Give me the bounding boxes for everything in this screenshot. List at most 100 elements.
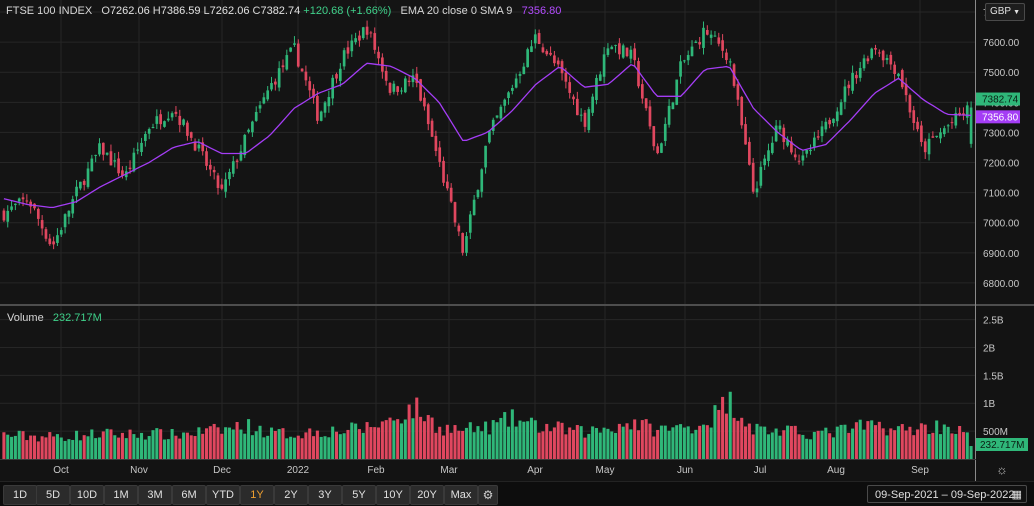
volume-tick-label: 1B (983, 399, 996, 410)
candle-body (346, 47, 350, 54)
candle-body (602, 54, 606, 77)
volume-bar (13, 435, 17, 459)
range-button-5y[interactable]: 5Y (342, 485, 376, 505)
chart-legend: FTSE 100 INDEX O7262.06 H7386.59 L7262.0… (6, 5, 561, 17)
candle-body (660, 143, 663, 153)
volume-bar (533, 420, 537, 459)
range-button-1d[interactable]: 1D (3, 485, 37, 505)
volume-bar (950, 433, 954, 459)
date-range-text: 09-Sep-2021 – 09-Sep-2022 (875, 489, 1015, 501)
range-button-10y[interactable]: 10Y (376, 485, 410, 505)
volume-bar (636, 430, 641, 459)
candle-body (610, 46, 614, 50)
volume-bar (289, 436, 293, 459)
range-button-1y[interactable]: 1Y (240, 485, 274, 505)
volume-bar (847, 432, 851, 459)
volume-bar (216, 427, 220, 459)
price-tag-box (976, 110, 1020, 124)
candle-body (14, 203, 17, 205)
theme-toggle-icon[interactable]: ☼ (996, 462, 1008, 477)
candle-body (430, 120, 434, 137)
candle-body (258, 105, 262, 109)
range-button-3y[interactable]: 3Y (308, 485, 342, 505)
volume-bar (331, 426, 335, 459)
volume-bar (312, 436, 316, 459)
volume-bar (782, 430, 786, 459)
legend-close-label: C (252, 5, 261, 17)
volume-bar (961, 432, 965, 459)
candle-body (690, 46, 694, 57)
candle-body (151, 126, 155, 128)
range-button-max[interactable]: Max (444, 485, 478, 505)
candle-body (717, 37, 721, 44)
candle-body (411, 75, 415, 83)
candle-body (365, 26, 369, 35)
volume-bar (644, 419, 648, 459)
volume-bar (239, 429, 243, 459)
volume-bar (285, 438, 289, 459)
candle-body (350, 40, 354, 52)
volume-bar (281, 428, 285, 459)
volume-bar (686, 426, 690, 459)
volume-bar (243, 433, 247, 459)
range-button-5d[interactable]: 5D (36, 485, 70, 505)
range-button-3m[interactable]: 3M (138, 485, 172, 505)
candle-body (174, 111, 178, 114)
volume-bar (140, 432, 144, 459)
volume-bar (464, 427, 469, 459)
candle-body (438, 147, 442, 162)
volume-bar (113, 435, 117, 459)
candle-body (128, 167, 132, 170)
candle-body (484, 145, 487, 168)
range-button-6m[interactable]: 6M (172, 485, 206, 505)
candle-body (121, 170, 124, 176)
range-button-10d[interactable]: 10D (70, 485, 104, 505)
candle-body (308, 81, 312, 91)
candle-body (946, 125, 950, 127)
candle-body (663, 123, 667, 141)
candle-body (621, 45, 625, 58)
candle-body (136, 149, 140, 151)
volume-bar (48, 432, 52, 459)
candle-body (759, 166, 763, 186)
candle-body (965, 105, 969, 118)
volume-bar (927, 434, 931, 459)
candle-body (29, 201, 33, 207)
range-button-1m[interactable]: 1M (104, 485, 138, 505)
volume-bar (671, 427, 675, 459)
volume-bar (728, 391, 732, 459)
candle-body (786, 139, 789, 146)
volume-bar (254, 431, 258, 459)
range-button-ytd[interactable]: YTD (206, 485, 240, 505)
volume-bar (323, 436, 327, 459)
range-button-2y[interactable]: 2Y (274, 485, 308, 505)
volume-bar (220, 433, 224, 459)
calendar-icon: ▦ (1011, 489, 1022, 501)
gear-icon[interactable]: ⚙ (478, 485, 498, 505)
volume-bar (705, 425, 709, 459)
candle-body (327, 97, 331, 107)
volume-bar (713, 405, 717, 459)
volume-bar (422, 421, 426, 459)
candle-body (384, 70, 388, 81)
candle-body (205, 151, 208, 166)
volume-bar (384, 420, 388, 459)
candle-body (847, 84, 851, 89)
volume-bar (935, 420, 939, 459)
candle-body (889, 54, 893, 65)
candle-body (312, 88, 315, 98)
candle-body (235, 160, 239, 162)
candle-body (549, 52, 552, 55)
date-range-picker[interactable]: 09-Sep-2021 – 09-Sep-2022 ▦ (867, 485, 1027, 503)
volume-tag-label: 232.717M (980, 440, 1024, 451)
volume-bar (900, 424, 904, 459)
chart-canvas[interactable]: Oct Nov Dec 2022 Feb Mar Apr May Jun Jul Aug Sep 680… (0, 0, 1034, 481)
range-button-20y[interactable]: 20Y (410, 485, 444, 505)
volume-bar (365, 422, 369, 459)
currency-select[interactable]: GBP ▼ (985, 3, 1025, 21)
candle-body (514, 78, 518, 88)
candle-body (101, 142, 105, 155)
candle-body (770, 142, 774, 154)
volume-bar (59, 437, 63, 459)
volume-bar (801, 434, 805, 459)
